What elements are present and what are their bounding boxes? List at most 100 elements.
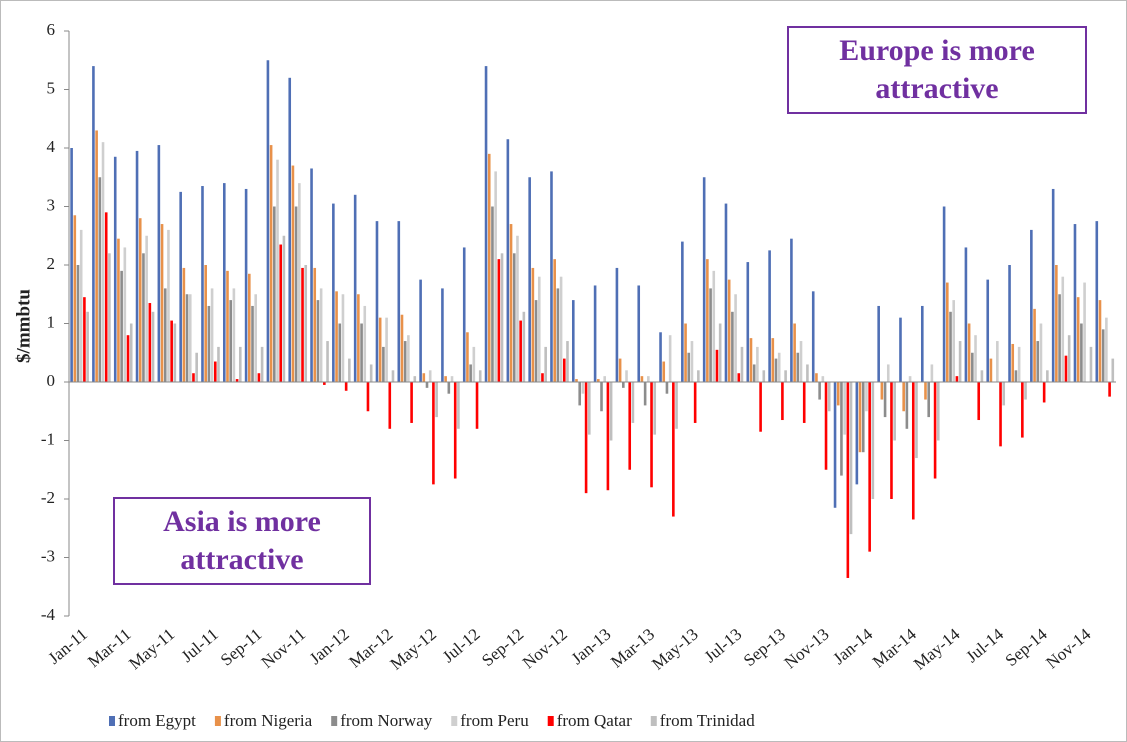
bar bbox=[257, 373, 261, 382]
bar bbox=[217, 346, 220, 382]
bar bbox=[79, 229, 83, 382]
bar bbox=[974, 335, 977, 382]
x-tick-label: Nov-14 bbox=[1042, 624, 1094, 672]
x-tick-label: Jan-12 bbox=[306, 625, 353, 669]
bar bbox=[578, 382, 581, 406]
bar bbox=[734, 294, 737, 382]
bar bbox=[1058, 294, 1061, 382]
y-tick-label: 5 bbox=[47, 78, 56, 97]
bar bbox=[229, 300, 232, 382]
bar bbox=[173, 323, 177, 382]
bar bbox=[615, 267, 619, 382]
bar bbox=[457, 382, 460, 429]
bar bbox=[986, 279, 990, 382]
x-tick-label: Jan-14 bbox=[829, 624, 876, 668]
bar bbox=[731, 311, 734, 382]
bar bbox=[226, 270, 229, 382]
bar bbox=[391, 370, 395, 382]
bar bbox=[1098, 300, 1102, 382]
bar bbox=[796, 352, 800, 382]
bar bbox=[815, 373, 818, 382]
legend-swatch bbox=[214, 716, 221, 726]
bar bbox=[332, 203, 335, 382]
bar bbox=[472, 346, 476, 382]
bar bbox=[319, 288, 323, 382]
bar bbox=[313, 267, 317, 382]
bar bbox=[497, 259, 501, 382]
bar bbox=[484, 66, 488, 382]
bar bbox=[690, 341, 694, 382]
bar bbox=[179, 191, 182, 382]
bar bbox=[653, 382, 657, 435]
bar bbox=[911, 382, 915, 520]
bar bbox=[880, 382, 884, 400]
bar bbox=[232, 288, 236, 382]
x-tick-label: Jul-13 bbox=[701, 625, 746, 667]
bar bbox=[92, 66, 95, 382]
y-tick-label: 1 bbox=[47, 312, 56, 331]
bar bbox=[204, 265, 207, 382]
bar bbox=[1064, 355, 1068, 382]
bar bbox=[344, 382, 348, 391]
bar bbox=[749, 338, 753, 382]
bar bbox=[964, 247, 968, 382]
bar bbox=[207, 305, 211, 382]
bar bbox=[1076, 297, 1080, 382]
bar bbox=[550, 171, 553, 382]
bar bbox=[802, 382, 806, 423]
bar bbox=[946, 282, 949, 382]
bar bbox=[777, 352, 781, 382]
y-tick-label: 0 bbox=[47, 371, 56, 390]
bar bbox=[622, 382, 625, 388]
bar bbox=[942, 206, 946, 382]
bar bbox=[1095, 221, 1099, 382]
bar bbox=[444, 376, 447, 382]
bar bbox=[410, 382, 413, 423]
bar bbox=[556, 288, 560, 382]
bar bbox=[858, 382, 862, 453]
bar bbox=[1061, 276, 1065, 382]
bar bbox=[413, 376, 417, 382]
bar bbox=[400, 314, 404, 382]
bar bbox=[952, 300, 956, 382]
bar bbox=[637, 285, 641, 382]
bar bbox=[571, 300, 575, 382]
bar bbox=[462, 247, 466, 382]
bar bbox=[478, 370, 482, 382]
bar bbox=[706, 259, 709, 382]
bar bbox=[1033, 308, 1036, 382]
bar bbox=[506, 139, 510, 382]
x-tick-label: Nov-13 bbox=[781, 625, 833, 673]
bar bbox=[537, 276, 541, 382]
bar bbox=[70, 148, 73, 382]
bar bbox=[185, 294, 189, 382]
bar bbox=[861, 382, 865, 453]
bar bbox=[244, 188, 248, 382]
bar bbox=[294, 206, 298, 382]
bar bbox=[746, 262, 750, 382]
legend-swatch bbox=[650, 716, 657, 726]
bar bbox=[238, 346, 242, 382]
bar bbox=[288, 77, 292, 383]
bar bbox=[388, 382, 392, 429]
bar bbox=[475, 382, 479, 429]
bar bbox=[494, 171, 497, 382]
bar bbox=[519, 320, 522, 382]
y-tick-label: 6 bbox=[47, 20, 56, 39]
legend-label: from Norway bbox=[340, 711, 433, 730]
legend-label: from Nigeria bbox=[224, 711, 313, 730]
legend-label: from Trinidad bbox=[660, 711, 755, 730]
bar bbox=[724, 203, 728, 382]
bar bbox=[806, 364, 809, 382]
bar bbox=[606, 382, 610, 491]
bar bbox=[301, 267, 304, 382]
bar bbox=[681, 241, 684, 382]
bar bbox=[353, 194, 357, 382]
bar bbox=[920, 305, 924, 382]
bar bbox=[316, 300, 320, 382]
bar bbox=[999, 382, 1002, 447]
bar bbox=[1011, 343, 1015, 382]
bar bbox=[522, 311, 526, 382]
